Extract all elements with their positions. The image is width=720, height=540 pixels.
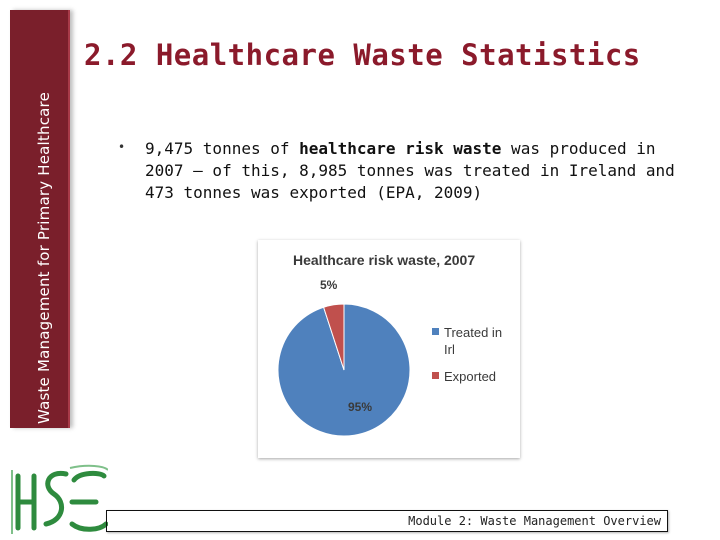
- chart-legend: Treated in Irl Exported: [432, 324, 514, 395]
- pie-chart-svg: [277, 303, 411, 437]
- legend-swatch-treated: [432, 328, 439, 335]
- legend-label-treated: Treated in Irl: [444, 325, 503, 357]
- sidebar-band: [10, 10, 70, 428]
- bullet-text-part2: was produced in 2007 – of this, 8,985 to…: [145, 139, 675, 202]
- slide-title: 2.2 Healthcare Waste Statistics: [84, 38, 641, 72]
- bullet-text-part1: 9,475 tonnes of: [145, 139, 300, 158]
- footer-text: Module 2: Waste Management Overview: [408, 514, 661, 528]
- hse-logo: [11, 464, 108, 534]
- footer-box: Module 2: Waste Management Overview: [106, 510, 668, 532]
- sidebar-label: Waste Management for Primary Healthcare: [35, 91, 53, 424]
- slice-label-exported: 5%: [320, 278, 338, 292]
- legend-swatch-exported: [432, 372, 439, 379]
- pie-slice-exported: [322, 303, 345, 371]
- bullet-icon: •: [118, 140, 126, 154]
- pie-chart: Healthcare risk waste, 2007 5% 95% Treat…: [258, 240, 520, 458]
- legend-item-exported: Exported: [432, 368, 514, 385]
- bullet-text-bold: healthcare risk waste: [299, 139, 502, 158]
- slice-label-treated: 95%: [348, 400, 373, 414]
- chart-title: Healthcare risk waste, 2007: [293, 252, 476, 268]
- legend-item-treated: Treated in Irl: [432, 324, 514, 358]
- bullet-text: 9,475 tonnes of healthcare risk waste wa…: [145, 138, 685, 204]
- legend-label-exported: Exported: [444, 369, 497, 384]
